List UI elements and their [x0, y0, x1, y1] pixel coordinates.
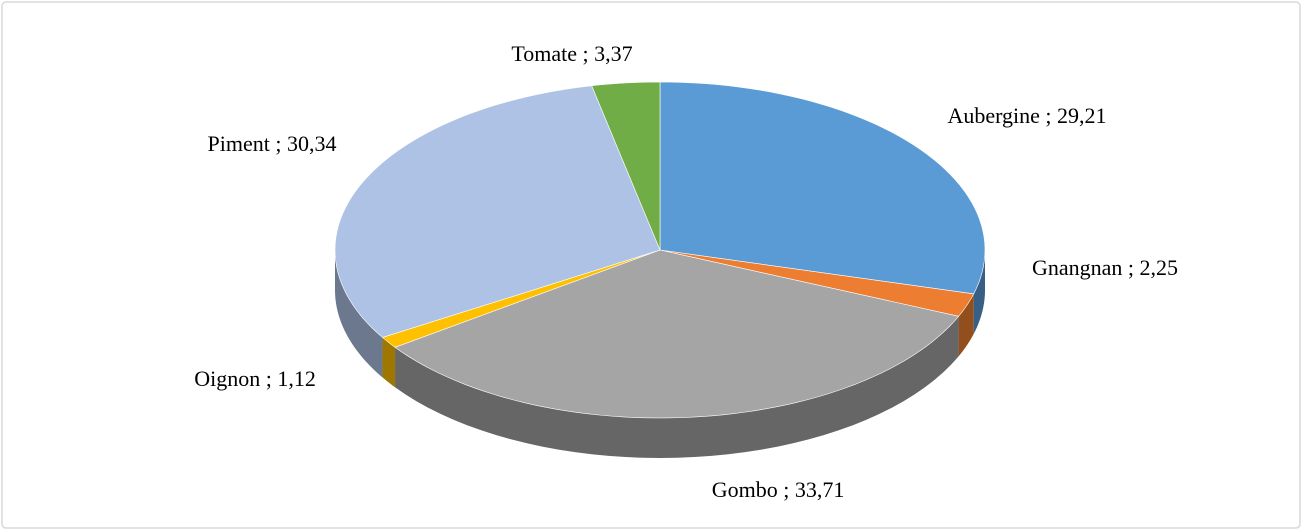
pie-slice — [659, 249, 975, 357]
data-label: Gombo ; 33,71 — [712, 477, 845, 502]
data-label: Oignon ; 1,12 — [194, 366, 316, 391]
value-label: 3,37 — [594, 41, 633, 66]
pie-slice — [591, 81, 661, 251]
label-separator: ; — [778, 477, 795, 502]
slice-side — [973, 250, 985, 334]
category-label: Gnangnan — [1032, 255, 1122, 280]
value-label: 2,25 — [1140, 255, 1179, 280]
category-label: Oignon — [194, 366, 260, 391]
category-label: Gombo — [712, 477, 778, 502]
slice-top — [591, 81, 661, 251]
value-label: 30,34 — [287, 131, 337, 156]
data-label: Piment ; 30,34 — [208, 131, 337, 156]
category-label: Piment — [208, 131, 270, 156]
value-label: 1,12 — [277, 366, 316, 391]
label-separator: ; — [1122, 255, 1139, 280]
slice-top — [394, 249, 960, 419]
data-label: Tomate ; 3,37 — [511, 41, 632, 66]
value-label: 29,21 — [1057, 103, 1107, 128]
slice-top — [659, 81, 986, 295]
label-separator: ; — [577, 41, 594, 66]
slice-side — [335, 250, 383, 378]
pie-slice — [334, 85, 661, 378]
label-separator: ; — [1040, 103, 1057, 128]
pie-slice — [659, 81, 986, 334]
slice-side — [958, 293, 974, 357]
category-label: Tomate — [511, 41, 577, 66]
pie-slice — [381, 249, 661, 388]
data-label: Aubergine ; 29,21 — [947, 103, 1106, 128]
slice-side — [395, 316, 959, 458]
value-label: 33,71 — [795, 477, 845, 502]
label-separator: ; — [260, 366, 277, 391]
data-label: Gnangnan ; 2,25 — [1032, 255, 1178, 280]
pie-slice — [394, 249, 960, 458]
slice-side — [382, 337, 396, 388]
label-separator: ; — [270, 131, 287, 156]
slice-top — [659, 249, 975, 317]
slice-top — [334, 85, 661, 338]
category-label: Aubergine — [947, 103, 1039, 128]
